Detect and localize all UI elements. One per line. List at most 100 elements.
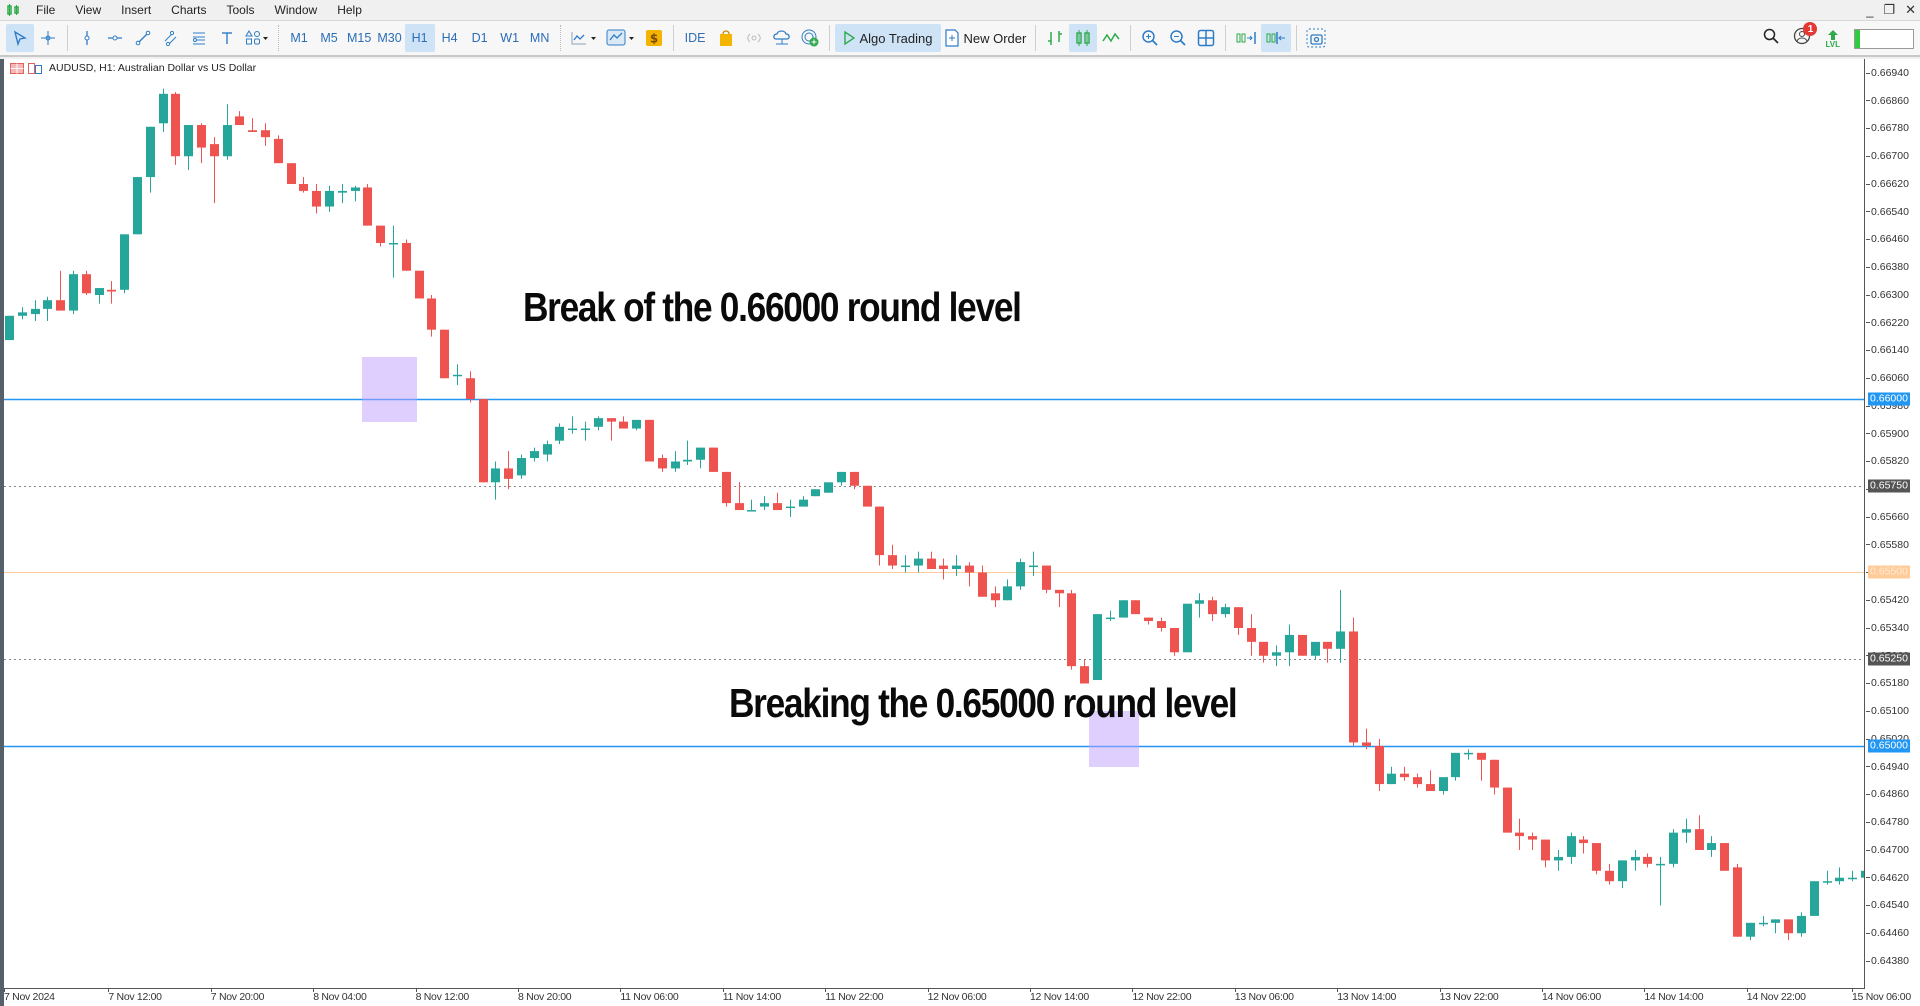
fibonacci-tool-button[interactable]: [185, 24, 213, 52]
candle-body: [235, 116, 244, 126]
candle-body: [1848, 877, 1857, 880]
timeframe-d1[interactable]: D1: [471, 31, 488, 45]
candle-body: [1298, 634, 1307, 656]
indicators-dropdown-button[interactable]: [566, 24, 602, 52]
candle-body: [261, 130, 270, 138]
candle-body: [120, 234, 129, 290]
price-tick: 0.64380: [1866, 955, 1909, 967]
candle-body: [875, 506, 884, 556]
candle-body: [965, 565, 974, 573]
timeframe-m30[interactable]: M30: [377, 31, 402, 45]
candle-body: [1707, 843, 1716, 850]
new-order-button[interactable]: New Order: [941, 24, 1031, 52]
text-tool-button[interactable]: [213, 24, 241, 52]
zoom-out-button[interactable]: [1164, 24, 1192, 52]
restore-button[interactable]: ❐: [1883, 2, 1896, 17]
candle-body: [837, 471, 846, 483]
menu-help[interactable]: Help: [337, 3, 362, 17]
ide-button[interactable]: IDE: [684, 31, 706, 45]
candle-body: [1285, 634, 1294, 653]
new-order-label: New Order: [963, 30, 1027, 46]
timeframe-w1[interactable]: W1: [500, 31, 520, 45]
shapes-tool-button[interactable]: [241, 24, 273, 52]
time-axis[interactable]: 7 Nov 2024 7 Nov 12:00 7 Nov 20:00 8 Nov 04…: [4, 988, 1911, 1006]
menu-window[interactable]: Window: [274, 3, 318, 17]
algo-trading-button[interactable]: Algo Trading: [834, 24, 941, 52]
autoscroll-button[interactable]: [1261, 24, 1292, 52]
candle-body: [466, 378, 475, 400]
candle-body: [581, 428, 590, 431]
level-button[interactable]: LVL: [1825, 29, 1840, 49]
chart-title: AUDUSD, H1: Australian Dollar vs US Doll…: [49, 62, 257, 74]
candle-body: [440, 329, 449, 379]
candle-body: [1695, 829, 1704, 850]
horizontal-line-tool-button[interactable]: [101, 24, 129, 52]
candle-body: [325, 190, 334, 207]
candle-body: [568, 428, 577, 431]
candlestick-chart-button[interactable]: [1069, 24, 1098, 52]
algo-trading-label: Algo Trading: [859, 30, 933, 46]
candle-body: [184, 125, 193, 157]
candle-body: [159, 93, 168, 124]
screenshot-button[interactable]: [1302, 24, 1330, 52]
chart-templates-dropdown-button[interactable]: [602, 24, 640, 52]
price-tick: 0.64860: [1866, 788, 1909, 800]
menu-tools[interactable]: Tools: [226, 3, 255, 17]
line-chart-button[interactable]: [1097, 24, 1125, 52]
candle-body: [1131, 600, 1140, 615]
cursor-tool-button[interactable]: [6, 24, 34, 52]
market-button[interactable]: $: [640, 24, 668, 52]
price-tick: 0.66060: [1866, 372, 1909, 384]
crosshair-icon: [41, 31, 55, 45]
timeframe-m1[interactable]: M1: [290, 31, 308, 45]
shapes-icon: [245, 30, 268, 45]
candle-body: [1067, 593, 1076, 667]
candle-body: [1016, 562, 1025, 587]
candle-body: [1195, 600, 1204, 604]
account-button[interactable]: 1: [1793, 22, 1818, 50]
timeframe-m15[interactable]: M15: [347, 31, 372, 45]
candle-body: [299, 183, 308, 191]
minimize-button[interactable]: _: [1866, 2, 1874, 18]
candle-body: [210, 144, 219, 157]
chart-title-bar: AUDUSD, H1: Australian Dollar vs US Doll…: [10, 62, 256, 74]
tile-windows-button[interactable]: [1192, 24, 1220, 52]
candle-body: [1682, 829, 1691, 833]
menu-view[interactable]: View: [75, 3, 102, 17]
bar-chart-button[interactable]: [1041, 24, 1069, 52]
timeframe-h1[interactable]: H1: [404, 24, 435, 52]
candle-body: [107, 289, 116, 292]
channel-tool-button[interactable]: [157, 24, 185, 52]
timeframe-m5[interactable]: M5: [320, 31, 338, 45]
annotation-065000-break: Breaking the 0.65000 round level: [729, 680, 1238, 726]
time-tick: 8 Nov 04:00: [313, 988, 367, 1003]
candle-body: [197, 125, 206, 148]
price-axis[interactable]: 0.66940 0.66860 0.66780 0.66700 0.66620 0.665…: [1866, 59, 1920, 1006]
menu-charts[interactable]: Charts: [171, 3, 207, 17]
signals-button[interactable]: [740, 24, 768, 52]
vps-button[interactable]: [768, 24, 796, 52]
candle-body: [171, 93, 180, 157]
vertical-line-tool-button[interactable]: [73, 24, 101, 52]
menu-insert[interactable]: Insert: [121, 3, 152, 17]
menu-file[interactable]: File: [36, 3, 56, 17]
menu-bar: File View Insert Charts Tools Window Hel…: [0, 0, 1920, 20]
chart-plot-area[interactable]: Break of the 0.66000 round level Breakin…: [4, 59, 1865, 989]
search-button[interactable]: [1763, 28, 1780, 49]
toolbar-separator: [1130, 25, 1132, 51]
scroll-to-end-button[interactable]: [1231, 24, 1261, 52]
candle-body: [1400, 773, 1409, 778]
timeframe-mn[interactable]: MN: [529, 31, 550, 45]
close-button[interactable]: ✕: [1905, 2, 1916, 17]
candle-body: [504, 468, 513, 479]
zoom-in-button[interactable]: [1136, 24, 1164, 52]
trendline-tool-button[interactable]: [129, 24, 157, 52]
candle-body: [1823, 881, 1832, 883]
shop-button[interactable]: [712, 24, 740, 52]
webinar-button[interactable]: [796, 24, 824, 52]
time-tick: 12 Nov 22:00: [1132, 988, 1192, 1003]
candle-body: [56, 300, 65, 311]
timeframe-h4[interactable]: H4: [441, 31, 458, 45]
crosshair-tool-button[interactable]: [34, 24, 62, 52]
